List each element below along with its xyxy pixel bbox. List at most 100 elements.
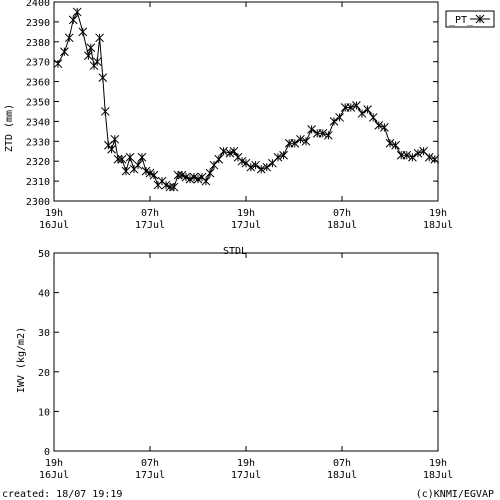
ztd-data-point: [290, 138, 300, 148]
ztd-data-point: [357, 109, 367, 118]
ztd-data-point: [214, 154, 224, 164]
ztd-x-tick-label-date: 17Jul: [135, 220, 165, 231]
ztd-data-point: [113, 154, 123, 164]
ztd-data-point: [324, 130, 333, 140]
ztd-data-point: [279, 150, 288, 160]
ztd-x-tick-label-time: 19h: [237, 208, 255, 219]
ztd-data-point: [100, 107, 110, 116]
ztd-data-point: [352, 101, 361, 110]
copyright-credit: (c)KNMI/EGVAP: [415, 489, 494, 500]
iwv-y-axis: 0 10 20 30 40 50: [38, 249, 438, 458]
ztd-data-point: [84, 51, 93, 61]
ztd-data-point: [241, 158, 251, 168]
ztd-data-point: [72, 7, 82, 17]
ztd-y-axis: 2300 2310 2320 2330 2340 2350 2360 2370 2380 2390…: [26, 0, 438, 208]
iwv-y-axis-label: IWV (kg/m2): [16, 327, 27, 393]
iwv-y-tick-label: 30: [38, 328, 50, 339]
ztd-x-tick-label-time: 07h: [141, 208, 159, 219]
ztd-data-point: [165, 182, 175, 192]
ztd-y-axis-label: ZTD (mm): [4, 104, 15, 152]
created-timestamp: created: 18/07 19:19: [2, 489, 123, 500]
iwv-x-tick-label-time: 07h: [141, 458, 159, 469]
ztd-data-point: [125, 152, 135, 162]
ztd-data-point: [413, 148, 423, 158]
ztd-data-point: [346, 103, 356, 112]
ztd-data-point: [329, 117, 339, 126]
ztd-y-tick-label: 2380: [26, 38, 50, 49]
iwv-x-tick-label-time: 19h: [237, 458, 255, 469]
ztd-series-pt: [53, 7, 440, 192]
iwv-chart-title: STDL: [223, 246, 247, 257]
ztd-data-point: [92, 57, 102, 67]
ztd-data-point: [53, 59, 63, 69]
ztd-data-point: [385, 138, 395, 148]
iwv-y-tick-label: 0: [44, 447, 50, 458]
ztd-data-point: [246, 162, 256, 172]
ztd-x-tick-label-time: 19h: [45, 208, 63, 219]
iwv-y-tick-label: 40: [38, 289, 50, 300]
ztd-data-point: [98, 73, 108, 82]
ztd-data-point: [64, 33, 74, 43]
ztd-data-point: [201, 176, 211, 186]
ztd-data-point: [335, 113, 344, 122]
ztd-data-point: [78, 27, 88, 37]
ztd-x-tick-label-date: 17Jul: [231, 220, 261, 231]
ztd-data-point: [402, 150, 412, 160]
ztd-data-point: [408, 152, 417, 162]
iwv-y-tick-label: 50: [38, 249, 50, 260]
iwv-x-tick-label-date: 18Jul: [423, 470, 453, 481]
iwv-x-tick-label-date: 17Jul: [135, 470, 165, 481]
ztd-y-tick-label: 2370: [26, 58, 50, 69]
ztd-y-tick-label: 2350: [26, 98, 50, 109]
ztd-data-point: [424, 152, 434, 162]
ztd-data-point: [205, 168, 215, 178]
ztd-data-point: [89, 61, 99, 71]
ztd-x-tick-label-date: 18Jul: [327, 220, 357, 231]
ztd-y-tick-label: 2310: [26, 177, 50, 188]
ztd-data-point: [256, 164, 266, 174]
ztd-data-point: [110, 134, 120, 144]
ztd-data-point: [121, 166, 131, 176]
ztd-plot-frame: [53, 1, 439, 202]
ztd-chart: 2300 2310 2320 2330 2340 2350 2360 2370 2380 2390…: [4, 0, 495, 231]
iwv-x-tick-label-date: 18Jul: [327, 470, 357, 481]
legend-asterisk-marker: [475, 14, 485, 24]
ztd-data-point: [301, 136, 311, 146]
ztd-x-tick-label-date: 16Jul: [39, 220, 69, 231]
ztd-data-point: [149, 170, 159, 180]
ztd-x-tick-label-time: 07h: [333, 208, 351, 219]
ztd-data-point: [368, 113, 378, 122]
iwv-plot-frame: [53, 252, 439, 452]
ztd-y-tick-label: 2300: [26, 197, 50, 208]
ztd-y-tick-label: 2320: [26, 157, 50, 168]
ztd-data-point: [107, 144, 116, 154]
ztd-data-point: [307, 125, 316, 134]
ztd-data-point: [251, 160, 260, 170]
ztd-data-point: [318, 128, 328, 138]
iwv-x-tick-label-time: 07h: [333, 458, 351, 469]
ztd-data-point: [173, 170, 183, 180]
ztd-data-point: [380, 123, 389, 132]
ztd-y-tick-label: 2360: [26, 78, 50, 89]
ztd-data-point: [229, 146, 239, 156]
ztd-data-point: [430, 154, 440, 164]
ztd-legend: _PT_: [445, 10, 495, 28]
ztd-legend-asterisk-icon: [470, 14, 490, 24]
ztd-x-tick-label-time: 19h: [429, 208, 447, 219]
ztd-data-point: [86, 43, 96, 53]
ztd-data-point: [374, 121, 384, 130]
ztd-y-tick-label: 2390: [26, 18, 50, 29]
ztd-data-point: [137, 152, 147, 162]
iwv-x-tick-label-time: 19h: [429, 458, 447, 469]
ztd-data-point: [68, 15, 78, 25]
ztd-y-tick-label: 2330: [26, 137, 50, 148]
ztd-data-point: [219, 146, 228, 156]
ztd-data-point: [169, 182, 179, 192]
ztd-data-point: [262, 162, 272, 172]
iwv-x-tick-label-date: 17Jul: [231, 470, 261, 481]
iwv-x-tick-label-date: 16Jul: [39, 470, 69, 481]
ztd-data-point: [117, 154, 127, 164]
ztd-y-tick-label: 2340: [26, 117, 50, 128]
